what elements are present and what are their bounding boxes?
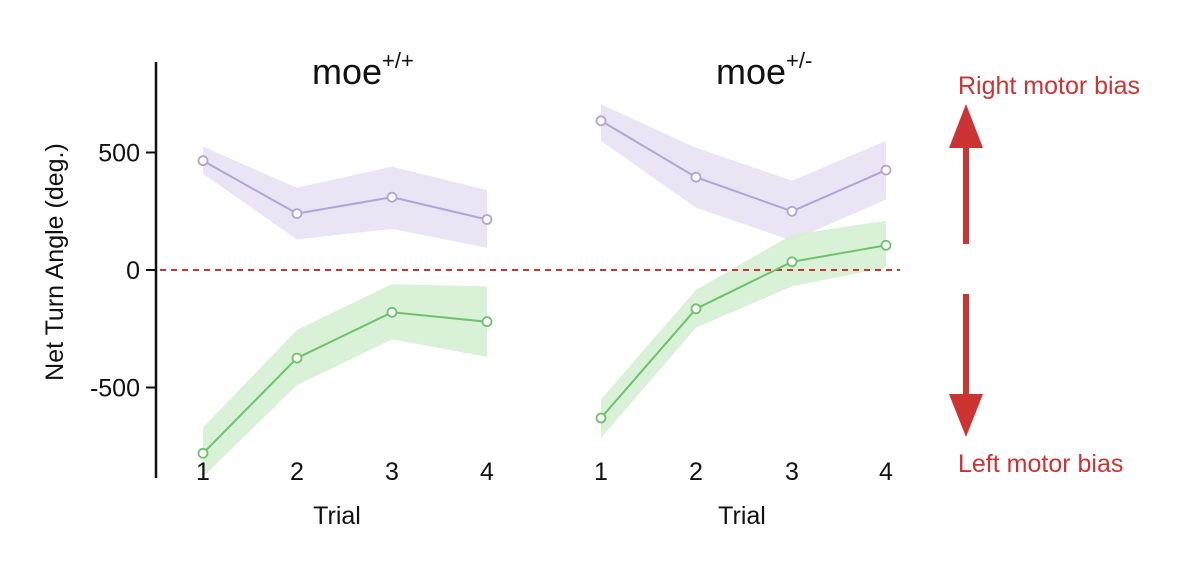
green-point-panel-2-trial-2: [690, 303, 702, 315]
panel-title-left-base: moe: [312, 51, 382, 92]
purple-band-panel-1: [203, 146, 487, 248]
purple-line-panel-2: [600, 119, 887, 213]
down-arrow-head: [949, 394, 983, 437]
green-line-panel-1: [202, 311, 488, 455]
green-band-panel-1: [203, 284, 487, 477]
up-arrow-icon: [949, 104, 983, 244]
purple-point-panel-2-trial-4: [880, 164, 892, 176]
x-ticks: 1 2 3 4 1 2 3 4: [196, 458, 893, 486]
purple-point-panel-2-trial-3: [786, 205, 798, 217]
panel-title-left-sup: +/+: [382, 48, 414, 73]
x-axis-title-right: Trial: [718, 502, 766, 530]
panel-title-left: moe+/+: [312, 48, 414, 92]
green-point-panel-2-trial-3: [786, 256, 798, 268]
purple-line-panel-1: [202, 159, 488, 221]
green-point-panel-1-trial-1: [197, 447, 209, 459]
green-line-panel-2: [600, 244, 887, 419]
panel-title-right: moe+/-: [716, 48, 812, 92]
x-tick-label-panel-1-4: 4: [480, 458, 494, 486]
x-tick-label-panel-1-3: 3: [385, 458, 399, 486]
x-tick-label-panel-2-2: 2: [689, 458, 703, 486]
y-axis-title: Net Turn Angle (deg.): [41, 143, 69, 381]
x-tick-label-panel-1-1: 1: [196, 458, 210, 486]
x-axis-title-left: Trial: [313, 502, 361, 530]
right-motor-bias-label: Right motor bias: [958, 72, 1140, 100]
green-band-panel-2: [601, 220, 886, 438]
purple-point-panel-1-trial-1: [197, 155, 209, 167]
purple-point-panel-1-trial-2: [291, 208, 303, 220]
purple-point-panel-2-trial-1: [595, 115, 607, 127]
x-tick-label-panel-1-2: 2: [290, 458, 304, 486]
panel-title-right-sup: +/-: [786, 48, 812, 73]
series-lines: [202, 119, 887, 455]
purple-point-panel-2-trial-2: [690, 171, 702, 183]
y-tick-label-500: 500: [98, 140, 140, 168]
y-ticks: 500 0 -500: [90, 140, 156, 403]
green-point-panel-1-trial-4: [481, 316, 493, 328]
y-tick-label-0: 0: [126, 257, 140, 285]
purple-band-panel-2: [601, 104, 886, 241]
up-arrow-head: [949, 104, 983, 148]
confidence-bands: [203, 104, 886, 477]
x-tick-label-panel-2-3: 3: [785, 458, 799, 486]
green-point-panel-2-trial-1: [595, 412, 607, 424]
left-motor-bias-label: Left motor bias: [958, 450, 1123, 478]
purple-point-panel-1-trial-4: [481, 214, 493, 225]
x-tick-label-panel-2-4: 4: [879, 458, 893, 486]
green-point-panel-2-trial-4: [880, 239, 892, 251]
green-point-panel-1-trial-3: [386, 306, 398, 318]
x-tick-label-panel-2-1: 1: [594, 458, 608, 486]
down-arrow-icon: [949, 294, 983, 437]
panel-title-right-base: moe: [716, 51, 786, 92]
green-point-panel-1-trial-2: [291, 352, 303, 364]
y-tick-label--500: -500: [90, 375, 140, 403]
series-points: [197, 115, 892, 459]
purple-point-panel-1-trial-3: [386, 191, 398, 203]
